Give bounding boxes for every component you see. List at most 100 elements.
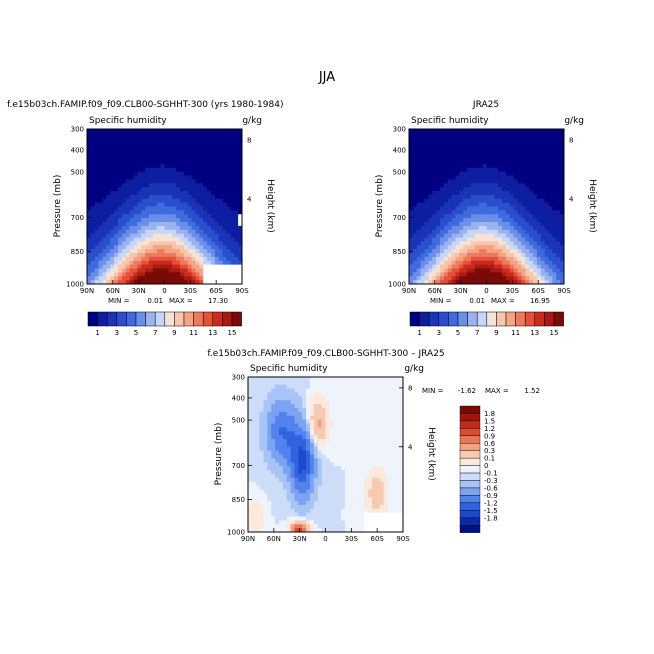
contour-cell <box>141 253 146 258</box>
contour-cell <box>368 427 373 432</box>
contour-cell <box>214 210 220 215</box>
contour-cell <box>344 520 350 525</box>
contour-cell <box>310 473 315 479</box>
contour-cell <box>90 280 96 284</box>
contour-cell <box>556 191 561 196</box>
contour-cell <box>259 528 265 532</box>
contour-cell <box>416 175 422 180</box>
contour-cell <box>199 171 204 177</box>
contour-cell <box>222 183 228 188</box>
contour-cell <box>540 253 546 258</box>
contour-cell <box>251 501 257 506</box>
contour-cell <box>102 175 107 180</box>
contour-cell <box>275 423 280 428</box>
contour-cell <box>548 241 553 246</box>
contour-cell <box>451 268 457 273</box>
contour-cell <box>409 191 414 196</box>
contour-cell <box>432 218 437 223</box>
contour-cell <box>416 152 422 157</box>
contour-cell <box>226 256 231 262</box>
contour-cell <box>341 396 346 401</box>
contour-cell <box>176 229 181 235</box>
contour-cell <box>455 272 460 277</box>
contour-cell <box>180 225 185 231</box>
contour-cell <box>467 194 472 200</box>
contour-cell <box>226 268 231 273</box>
contour-cell <box>195 160 200 165</box>
contour-cell <box>420 148 426 153</box>
contour-cell <box>156 198 162 204</box>
contour-cell <box>306 508 311 514</box>
contour-cell <box>275 450 280 456</box>
contour-cell <box>548 233 553 239</box>
contour-cell <box>137 175 142 180</box>
contour-cell <box>129 152 135 157</box>
contour-cell <box>478 152 484 157</box>
contour-cell <box>152 225 158 231</box>
contour-cell <box>548 225 553 231</box>
colorbar-swatch <box>534 311 545 327</box>
contour-cell <box>540 210 546 215</box>
contour-cell <box>337 442 342 448</box>
contour-cell <box>160 253 166 258</box>
contour-cell <box>156 144 162 149</box>
contour-cell <box>294 388 299 394</box>
units-label: g/kg <box>564 116 584 126</box>
contour-cell <box>409 163 414 169</box>
contour-cell <box>552 160 557 165</box>
contour-cell <box>160 160 166 165</box>
contour-cell <box>226 183 231 188</box>
contour-cell <box>168 210 173 215</box>
contour-cell <box>529 245 534 250</box>
contour-cell <box>156 156 162 161</box>
contour-cell <box>168 175 173 180</box>
contour-cell <box>494 140 499 146</box>
contour-cell <box>271 377 276 382</box>
contour-cell <box>529 233 534 239</box>
contour-cell <box>424 198 429 204</box>
contour-cell <box>183 183 189 188</box>
contour-cell <box>129 253 135 258</box>
contour-cell <box>517 249 522 254</box>
contour-cell <box>471 218 476 223</box>
contour-cell <box>428 249 433 254</box>
contour-cell <box>98 156 104 161</box>
contour-cell <box>552 129 557 134</box>
contour-cell <box>372 404 377 409</box>
contour-cell <box>259 431 265 436</box>
contour-cell <box>298 431 303 436</box>
contour-cell <box>87 225 92 231</box>
contour-cell <box>352 528 358 532</box>
contour-cell <box>540 171 546 177</box>
contour-cell <box>263 400 268 405</box>
contour-cell <box>352 504 358 510</box>
contour-cell <box>552 132 557 138</box>
contour-cell <box>176 194 181 200</box>
contour-cell <box>440 229 445 235</box>
contour-cell <box>482 280 488 284</box>
contour-cell <box>536 175 542 180</box>
contour-cell <box>436 160 441 165</box>
contour-cell <box>279 512 284 518</box>
contour-cell <box>125 222 131 227</box>
contour-cell <box>379 504 385 510</box>
contour-cell <box>428 237 433 242</box>
contour-cell <box>282 512 288 518</box>
contour-cell <box>218 218 224 223</box>
contour-cell <box>490 183 495 188</box>
contour-cell <box>368 415 373 421</box>
contour-cell <box>317 419 323 425</box>
contour-cell <box>329 388 334 394</box>
contour-cell <box>234 194 239 200</box>
contour-cell <box>505 132 511 138</box>
contour-cell <box>145 272 150 277</box>
contour-cell <box>145 167 150 173</box>
contour-cell <box>375 528 381 532</box>
contour-cell <box>218 229 224 235</box>
contour-cell <box>344 458 350 463</box>
contour-cell <box>214 148 220 153</box>
contour-cell <box>420 225 426 231</box>
contour-cell <box>203 264 208 270</box>
contour-cell <box>321 404 327 409</box>
contour-cell <box>463 229 468 235</box>
